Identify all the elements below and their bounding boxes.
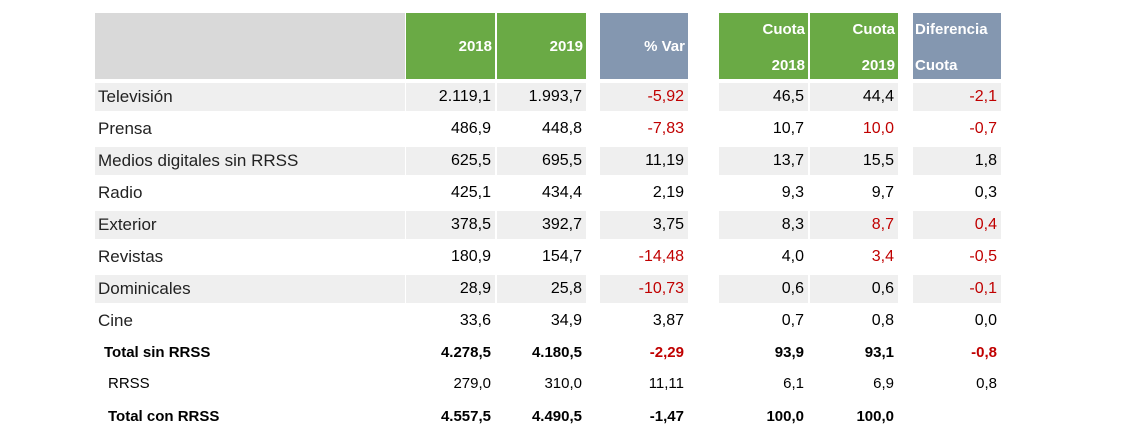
header-2019: 2019 [497, 13, 586, 79]
cell-cuota-2019: 9,7 [871, 184, 894, 201]
header-label-blank [95, 13, 405, 79]
total_sin-label: Total sin RRSS [104, 344, 211, 361]
cell-2019: 695,5 [497, 147, 586, 175]
header-var-text: % Var [644, 38, 685, 55]
cell-2018: 486,9 [450, 120, 491, 137]
cell-cuota-2018: 0,6 [719, 275, 808, 303]
row-label: Exterior [95, 211, 405, 239]
cell-cuota-2018: 46,5 [719, 83, 808, 111]
cell-2019: 448,8 [541, 120, 582, 137]
total_sin-cell-cuota-2019: 93,1 [864, 344, 894, 361]
cell-var: -5,92 [600, 83, 688, 111]
total_sin-cell-cuota-2018: 93,9 [774, 344, 804, 361]
header-2019-text: 2019 [549, 38, 583, 55]
row-label: Televisión [95, 83, 405, 111]
cell-2019: 25,8 [497, 275, 586, 303]
rrss-cell-cuota-2019: 6,9 [873, 375, 894, 392]
total_con-cell-var: -1,47 [649, 408, 684, 425]
header-diferencia-sub: Cuota [915, 57, 958, 74]
cell-diferencia: -0,5 [969, 248, 997, 265]
total_sin-cell-diferencia: -0,8 [971, 344, 997, 361]
header-2018: 2018 [406, 13, 495, 79]
cell-2019: 154,7 [541, 248, 582, 265]
total_con-cell-2018: 4.557,5 [440, 408, 491, 425]
header-cuota-2018: Cuota 2018 [719, 13, 808, 79]
cell-cuota-2019: 3,4 [871, 248, 894, 265]
cell-cuota-2019: 10,0 [862, 120, 894, 137]
cell-2019: 1.993,7 [497, 83, 586, 111]
cell-diferencia: 0,4 [913, 211, 1001, 239]
total_sin-cell-2018: 4.278,5 [440, 344, 491, 361]
header-cuota-2019: Cuota 2019 [810, 13, 898, 79]
cell-diferencia: -2,1 [913, 83, 1001, 111]
cell-cuota-2019: 0,8 [871, 312, 894, 329]
cell-cuota-2018: 8,3 [719, 211, 808, 239]
cell-diferencia: -0,7 [969, 120, 997, 137]
rrss-cell-2019: 310,0 [544, 375, 582, 392]
row-label: Radio [98, 183, 143, 202]
cell-cuota-2019: 0,6 [810, 275, 898, 303]
cell-var: 3,75 [600, 211, 688, 239]
cell-cuota-2018: 0,7 [781, 312, 804, 329]
cell-var: 3,87 [652, 312, 684, 329]
rrss-label: RRSS [108, 375, 150, 392]
cell-2019: 434,4 [541, 184, 582, 201]
header-var: % Var [600, 13, 688, 79]
cell-2019: 34,9 [550, 312, 582, 329]
header-cuota-2019-title: Cuota [852, 21, 896, 38]
rrss-cell-var: 11,11 [648, 375, 684, 392]
cell-var: 11,19 [600, 147, 688, 175]
row-label: Revistas [98, 247, 164, 266]
header-cuota-2018-title: Cuota [762, 21, 806, 38]
total_sin-cell-var: -2,29 [649, 344, 684, 361]
rrss-cell-cuota-2018: 6,1 [783, 375, 804, 392]
cell-2018: 378,5 [406, 211, 495, 239]
total_con-label: Total con RRSS [108, 408, 220, 425]
rrss-cell-diferencia: 0,8 [976, 375, 997, 392]
cell-2018: 180,9 [450, 248, 491, 265]
cell-cuota-2018: 10,7 [772, 120, 804, 137]
total_con-cell-2019: 4.490,5 [531, 408, 582, 425]
cell-var: 2,19 [652, 184, 684, 201]
total_con-cell-cuota-2019: 100,0 [856, 408, 894, 425]
total_con-cell-cuota-2018: 100,0 [766, 408, 804, 425]
cell-cuota-2019: 15,5 [810, 147, 898, 175]
cell-2019: 392,7 [497, 211, 586, 239]
cell-var: -7,83 [647, 120, 684, 137]
header-diferencia: Diferencia Cuota [913, 13, 1001, 79]
cell-diferencia: 0,0 [974, 312, 997, 329]
cell-cuota-2018: 9,3 [781, 184, 804, 201]
cell-diferencia: 1,8 [913, 147, 1001, 175]
cell-cuota-2019: 8,7 [810, 211, 898, 239]
header-cuota-2019-year: 2019 [861, 57, 895, 74]
header-cuota-2018-year: 2018 [771, 57, 805, 74]
cell-cuota-2018: 13,7 [719, 147, 808, 175]
cell-var: -14,48 [638, 248, 684, 265]
cell-2018: 625,5 [406, 147, 495, 175]
row-label: Cine [98, 311, 133, 330]
total_sin-cell-2019: 4.180,5 [531, 344, 582, 361]
cell-diferencia: 0,3 [974, 184, 997, 201]
header-diferencia-title: Diferencia [915, 21, 988, 38]
rrss-cell-2018: 279,0 [453, 375, 491, 392]
cell-cuota-2019: 44,4 [810, 83, 898, 111]
cell-var: -10,73 [600, 275, 688, 303]
row-label: Dominicales [95, 275, 405, 303]
cell-2018: 425,1 [450, 184, 491, 201]
row-label: Prensa [98, 119, 152, 138]
cell-2018: 33,6 [459, 312, 491, 329]
cell-2018: 28,9 [406, 275, 495, 303]
cell-cuota-2018: 4,0 [781, 248, 804, 265]
cell-2018: 2.119,1 [406, 83, 495, 111]
row-label: Medios digitales sin RRSS [95, 147, 405, 175]
cell-diferencia: -0,1 [913, 275, 1001, 303]
header-2018-text: 2018 [458, 38, 492, 55]
